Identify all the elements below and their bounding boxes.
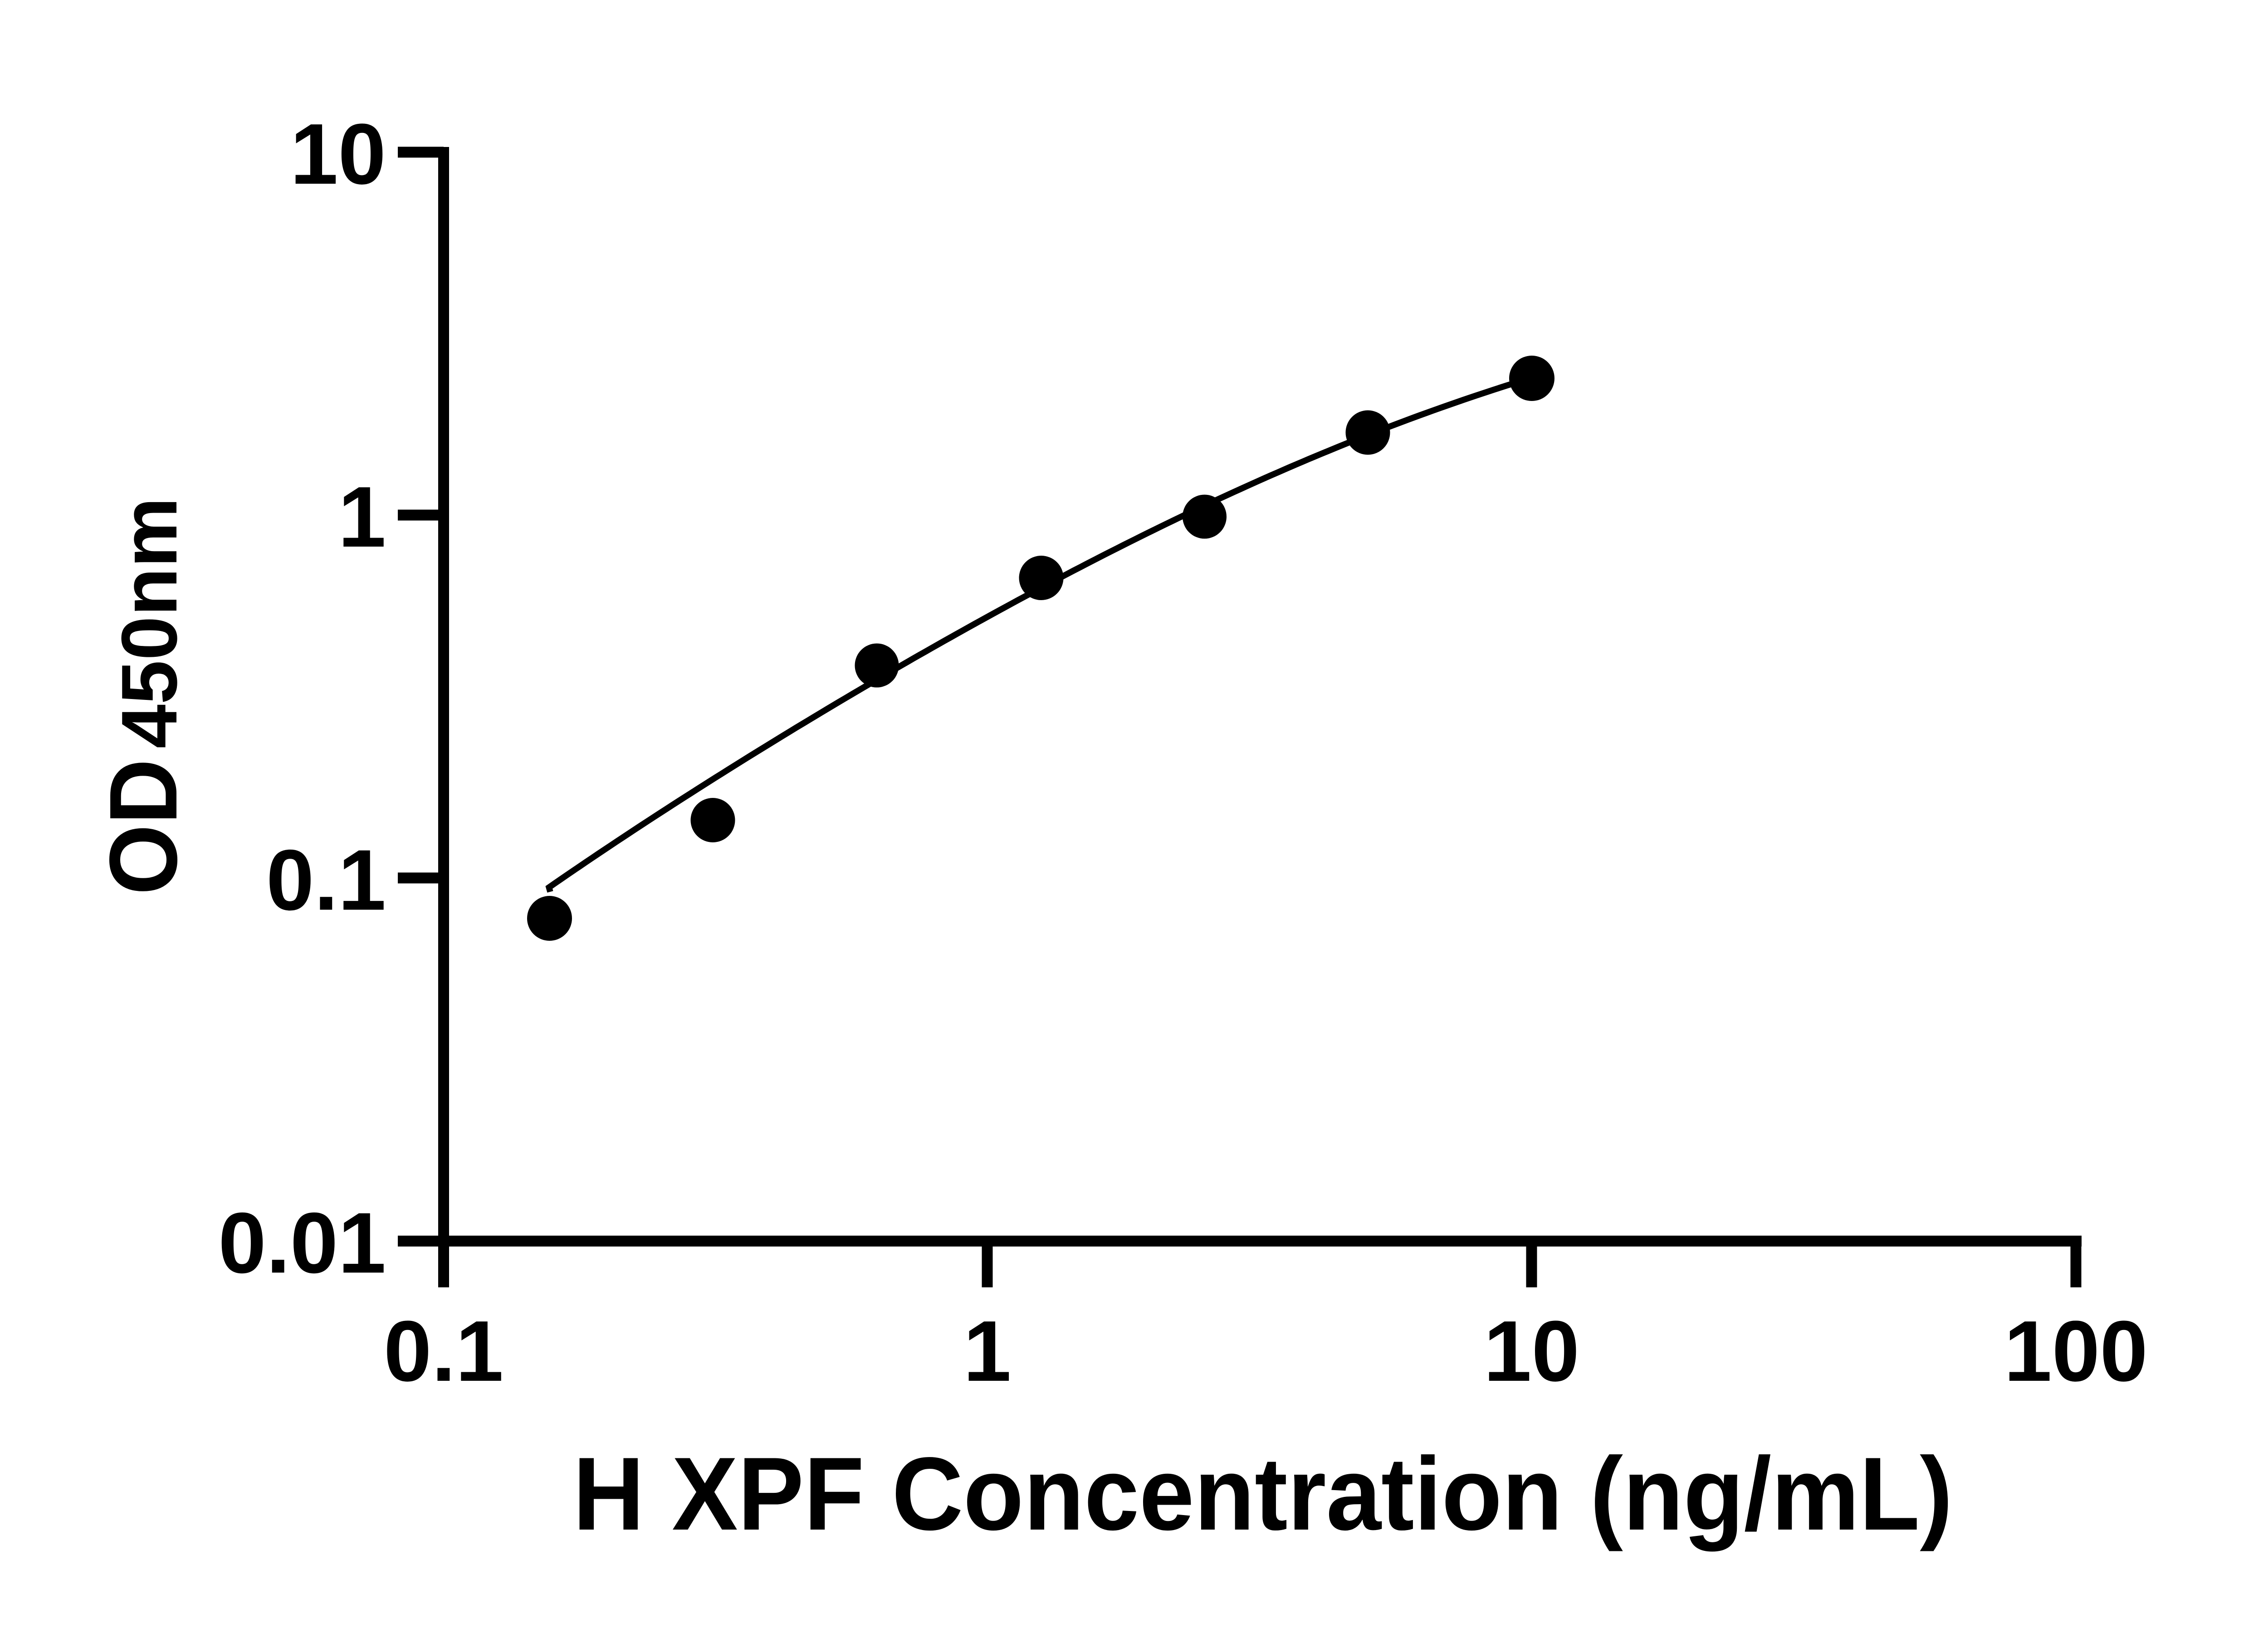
svg-text:10: 10 [1484, 1303, 1579, 1399]
svg-text:OD: OD [89, 759, 197, 895]
svg-text:1: 1 [338, 469, 386, 565]
svg-text:10: 10 [290, 106, 386, 202]
svg-text:1: 1 [963, 1303, 1012, 1399]
svg-text:0.01: 0.01 [218, 1195, 386, 1291]
svg-text:100: 100 [2004, 1303, 2148, 1399]
svg-text:0.1: 0.1 [384, 1303, 503, 1399]
svg-text:450nm: 450nm [105, 497, 193, 748]
svg-text:0.1: 0.1 [266, 832, 386, 929]
svg-text:H XPF Concentration (ng/mL): H XPF Concentration (ng/mL) [573, 1436, 1953, 1552]
